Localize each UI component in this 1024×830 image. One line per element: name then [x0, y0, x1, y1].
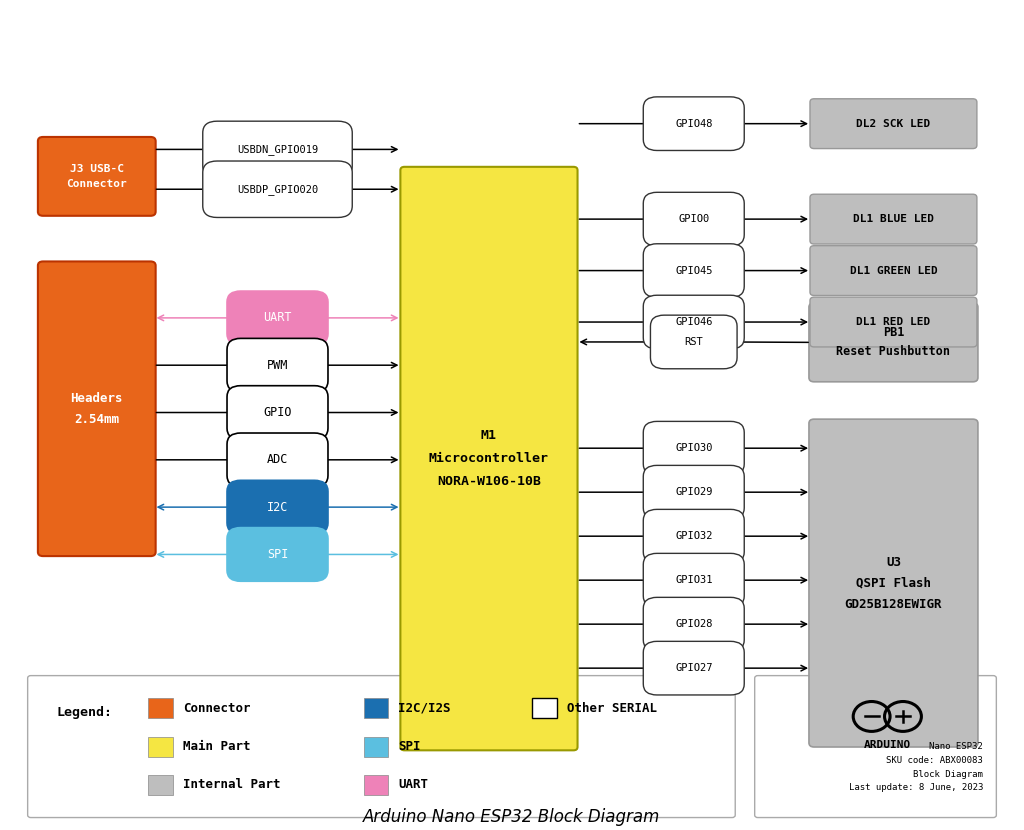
Text: Internal Part: Internal Part: [183, 779, 281, 792]
Text: Arduino Nano ESP32 Block Diagram: Arduino Nano ESP32 Block Diagram: [364, 808, 660, 826]
FancyBboxPatch shape: [643, 510, 744, 563]
FancyBboxPatch shape: [28, 676, 735, 818]
Text: GPIO: GPIO: [263, 406, 292, 419]
FancyBboxPatch shape: [643, 642, 744, 695]
Bar: [364, 737, 388, 757]
Text: GPIO31: GPIO31: [675, 575, 713, 585]
Text: ARDUINO: ARDUINO: [863, 740, 911, 749]
FancyBboxPatch shape: [227, 339, 328, 392]
FancyBboxPatch shape: [643, 598, 744, 651]
FancyBboxPatch shape: [810, 246, 977, 295]
Bar: [148, 698, 173, 718]
Text: PWM: PWM: [267, 359, 288, 372]
FancyBboxPatch shape: [643, 295, 744, 349]
Bar: [364, 698, 388, 718]
FancyBboxPatch shape: [643, 244, 744, 297]
FancyBboxPatch shape: [203, 161, 352, 217]
FancyBboxPatch shape: [809, 419, 978, 747]
Text: J3 USB-C
Connector: J3 USB-C Connector: [67, 164, 127, 188]
Text: I2C/I2S: I2C/I2S: [398, 701, 451, 715]
FancyBboxPatch shape: [650, 315, 737, 369]
Text: I2C: I2C: [267, 500, 288, 514]
Text: M1
Microcontroller
NORA-W106-10B: M1 Microcontroller NORA-W106-10B: [429, 429, 549, 488]
FancyBboxPatch shape: [755, 676, 996, 818]
FancyBboxPatch shape: [400, 167, 578, 750]
Text: DL2 SCK LED: DL2 SCK LED: [856, 119, 931, 129]
Text: GPIO46: GPIO46: [675, 317, 713, 327]
Text: USBDP_GPIO020: USBDP_GPIO020: [237, 183, 318, 195]
FancyBboxPatch shape: [810, 194, 977, 244]
FancyBboxPatch shape: [227, 433, 328, 486]
Text: Headers
2.54mm: Headers 2.54mm: [71, 392, 123, 426]
Bar: [148, 737, 173, 757]
Text: Main Part: Main Part: [183, 740, 251, 753]
Text: SPI: SPI: [267, 548, 288, 561]
Text: GPIO48: GPIO48: [675, 119, 713, 129]
Text: DL1 BLUE LED: DL1 BLUE LED: [853, 214, 934, 224]
Bar: [148, 775, 173, 795]
Text: DL1 RED LED: DL1 RED LED: [856, 317, 931, 327]
Text: ADC: ADC: [267, 453, 288, 466]
FancyBboxPatch shape: [227, 386, 328, 439]
Text: GPIO32: GPIO32: [675, 531, 713, 541]
Bar: [532, 698, 557, 718]
Text: RST: RST: [684, 337, 703, 347]
FancyBboxPatch shape: [810, 99, 977, 149]
Text: UART: UART: [263, 311, 292, 325]
Text: DL1 GREEN LED: DL1 GREEN LED: [850, 266, 937, 276]
FancyBboxPatch shape: [227, 528, 328, 581]
Bar: [364, 775, 388, 795]
Text: Legend:: Legend:: [56, 706, 113, 719]
FancyBboxPatch shape: [643, 554, 744, 607]
FancyBboxPatch shape: [809, 303, 978, 382]
FancyBboxPatch shape: [38, 261, 156, 556]
FancyBboxPatch shape: [227, 291, 328, 344]
FancyBboxPatch shape: [643, 193, 744, 246]
Text: SPI: SPI: [398, 740, 421, 753]
FancyBboxPatch shape: [643, 97, 744, 150]
FancyBboxPatch shape: [203, 121, 352, 178]
Text: PB1
Reset Pushbutton: PB1 Reset Pushbutton: [837, 326, 950, 359]
Text: GPIO28: GPIO28: [675, 619, 713, 629]
FancyBboxPatch shape: [810, 297, 977, 347]
Text: UART: UART: [398, 779, 428, 792]
Text: GPIO29: GPIO29: [675, 487, 713, 497]
Text: Nano ESP32
SKU code: ABX00083
Block Diagram
Last update: 8 June, 2023: Nano ESP32 SKU code: ABX00083 Block Diag…: [849, 742, 983, 793]
FancyBboxPatch shape: [643, 466, 744, 519]
FancyBboxPatch shape: [38, 137, 156, 216]
Text: USBDN_GPIO019: USBDN_GPIO019: [237, 144, 318, 155]
FancyBboxPatch shape: [643, 422, 744, 475]
Text: GPIO27: GPIO27: [675, 663, 713, 673]
Text: Other SERIAL: Other SERIAL: [567, 701, 657, 715]
FancyBboxPatch shape: [227, 481, 328, 534]
Text: U3
QSPI Flash
GD25B128EWIGR: U3 QSPI Flash GD25B128EWIGR: [845, 555, 942, 611]
Text: GPIO0: GPIO0: [678, 214, 710, 224]
Text: GPIO30: GPIO30: [675, 443, 713, 453]
Text: GPIO45: GPIO45: [675, 266, 713, 276]
Text: Connector: Connector: [183, 701, 251, 715]
